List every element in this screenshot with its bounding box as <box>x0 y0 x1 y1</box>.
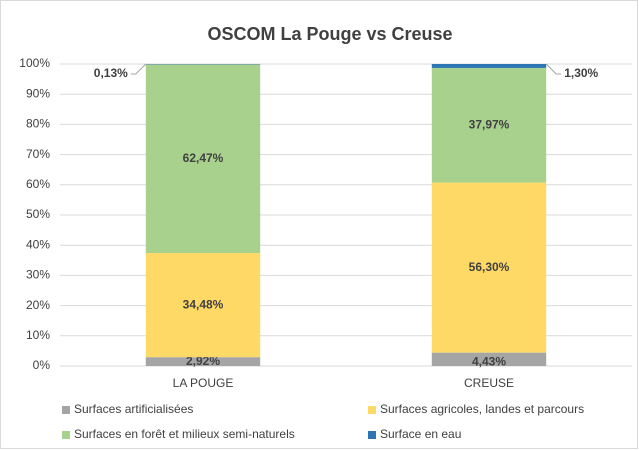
data-label: 0,13% <box>94 66 128 80</box>
data-label: 37,97% <box>469 117 510 131</box>
data-label: 62,47% <box>183 151 224 165</box>
leader-line <box>545 63 562 75</box>
legend-swatch <box>368 406 376 414</box>
y-tick-label: 40% <box>26 237 50 251</box>
y-tick-label: 100% <box>19 56 50 70</box>
x-tick-label: CREUSE <box>464 376 514 390</box>
y-tick-label: 30% <box>26 268 50 282</box>
legend-swatch <box>62 431 70 439</box>
legend-label: Surfaces en forêt et milieux semi-nature… <box>74 427 295 441</box>
bar-segment <box>431 352 547 366</box>
data-label: 4,43% <box>472 354 506 368</box>
data-label: 2,92% <box>186 354 220 368</box>
bar-segment <box>145 253 261 358</box>
x-tick-label: LA POUGE <box>173 376 234 390</box>
y-tick-label: 0% <box>33 358 51 372</box>
y-tick-label: 50% <box>26 207 50 221</box>
bar-segment <box>431 67 547 183</box>
data-label: 34,48% <box>183 297 224 311</box>
leader-line <box>130 63 147 75</box>
y-tick-label: 80% <box>26 117 50 131</box>
bar-segment <box>431 182 547 353</box>
y-tick-label: 70% <box>26 147 50 161</box>
chart-title: OSCOM La Pouge vs Creuse <box>207 24 452 44</box>
y-tick-label: 60% <box>26 177 50 191</box>
legend-label: Surface en eau <box>380 427 461 441</box>
legend-label: Surfaces agricoles, landes et parcours <box>380 402 584 416</box>
bar-segment <box>145 357 261 366</box>
y-tick-label: 90% <box>26 86 50 100</box>
y-tick-label: 20% <box>26 298 50 312</box>
data-label: 56,30% <box>469 260 510 274</box>
data-label: 1,30% <box>564 66 598 80</box>
bar-segment <box>145 64 261 254</box>
y-tick-label: 10% <box>26 328 50 342</box>
legend-swatch <box>62 406 70 414</box>
legend-label: Surfaces artificialisées <box>74 402 193 416</box>
legend-swatch <box>368 431 376 439</box>
bar-segment <box>431 64 547 68</box>
